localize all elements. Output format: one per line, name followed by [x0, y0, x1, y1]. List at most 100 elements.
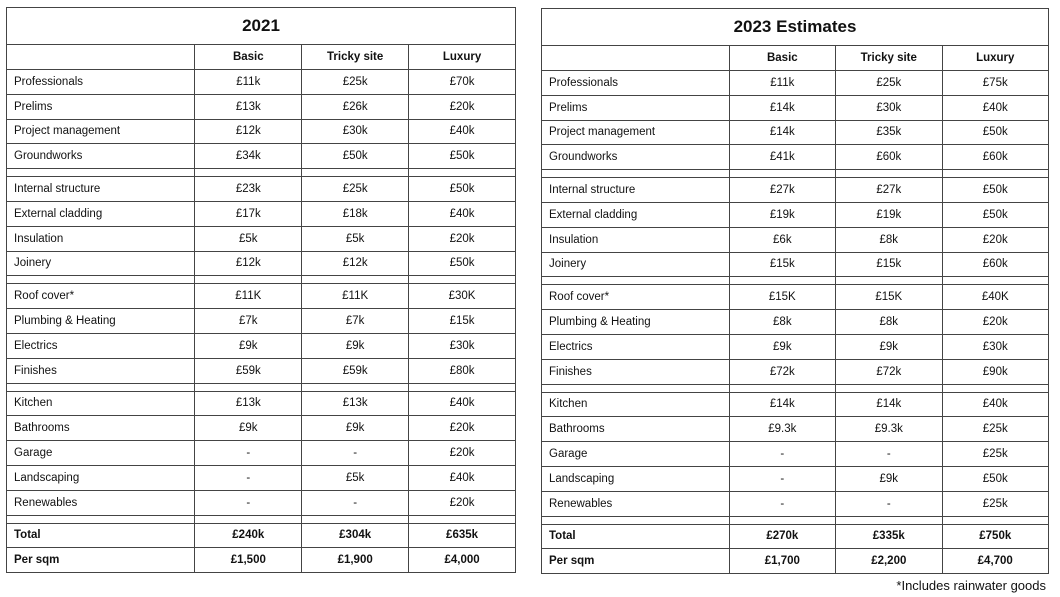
- table-row-joinery: Joinery £12k £12k £50k: [5, 250, 516, 277]
- cell-tricky-site: £9k: [835, 465, 943, 492]
- cell-tricky-site: £50k: [301, 143, 410, 170]
- row-label: Landscaping: [5, 464, 196, 491]
- footnote: *Includes rainwater goods: [896, 578, 1046, 593]
- cell-basic: £14k: [728, 119, 837, 146]
- cell-luxury: £30K: [408, 283, 516, 310]
- cell-tricky-site: £12k: [301, 250, 410, 277]
- row-label: Garage: [5, 440, 196, 466]
- cell-tricky-site: £15k: [835, 251, 943, 278]
- cell-basic: -: [728, 441, 837, 467]
- cell-tricky-site: £14k: [835, 391, 943, 418]
- cell-basic: £11k: [194, 69, 303, 95]
- row-label: Kitchen: [5, 390, 196, 417]
- cell-basic: £14k: [728, 391, 837, 418]
- cell-tricky-site: £8k: [835, 309, 943, 335]
- cell-tricky-site: £27k: [835, 177, 943, 203]
- cell-luxury: £25k: [941, 490, 1050, 517]
- cell-luxury: £25k: [941, 416, 1050, 443]
- column-header-blank: [541, 45, 730, 71]
- table-row-internal-structure: Internal structure £27k £27k £50k: [541, 177, 1050, 203]
- cell-basic: £72k: [728, 358, 837, 385]
- column-header-basic: Basic: [728, 45, 837, 71]
- cell-tricky-site: £9k: [301, 415, 410, 442]
- cell-tricky-site: £8k: [835, 226, 943, 253]
- cell-tricky-site: £25k: [835, 70, 943, 96]
- group-separator: [5, 275, 516, 285]
- cell-luxury: £20k: [408, 440, 516, 466]
- row-label: Professionals: [5, 69, 196, 95]
- cell-basic: £270k: [728, 523, 837, 550]
- table-row-groundworks: Groundworks £34k £50k £50k: [5, 143, 516, 170]
- table-row-bathrooms: Bathrooms £9.3k £9.3k £25k: [541, 416, 1050, 443]
- cell-basic: £9k: [194, 332, 303, 359]
- table-row-total: Total £240k £304k £635k: [5, 522, 516, 549]
- table-row-kitchen: Kitchen £13k £13k £40k: [5, 390, 516, 417]
- cell-basic: £14k: [728, 94, 837, 121]
- row-label: Renewables: [541, 490, 730, 517]
- cell-luxury: £30k: [408, 332, 516, 359]
- cell-basic: £12k: [194, 250, 303, 277]
- row-label: Finishes: [541, 358, 730, 385]
- cell-luxury: £40K: [941, 284, 1050, 311]
- cell-tricky-site: £1,900: [301, 547, 410, 574]
- cell-luxury: £60k: [941, 251, 1050, 278]
- row-label: Per sqm: [541, 548, 730, 575]
- row-label: Joinery: [541, 251, 730, 278]
- cell-basic: £240k: [194, 522, 303, 549]
- table-title: 2021: [6, 7, 516, 45]
- row-label: Joinery: [5, 250, 196, 277]
- cell-tricky-site: £2,200: [835, 548, 943, 575]
- cell-basic: £8k: [728, 309, 837, 335]
- cell-basic: £1,500: [194, 547, 303, 574]
- table-row-external-cladding: External cladding £17k £18k £40k: [5, 200, 516, 227]
- cell-luxury: £60k: [941, 144, 1050, 171]
- cell-tricky-site: -: [301, 440, 410, 466]
- row-label: Total: [541, 523, 730, 550]
- cell-basic: £13k: [194, 93, 303, 120]
- cell-luxury: £40k: [408, 464, 516, 491]
- group-separator: [5, 514, 516, 524]
- group-separator: [5, 168, 516, 178]
- cell-tricky-site: £59k: [301, 357, 410, 384]
- cell-basic: £5k: [194, 225, 303, 252]
- cell-luxury: £50k: [941, 201, 1050, 228]
- group-separator: [541, 383, 1050, 393]
- cell-tricky-site: £60k: [835, 144, 943, 171]
- row-label: Internal structure: [541, 177, 730, 203]
- cell-luxury: £20k: [408, 415, 516, 442]
- cell-basic: -: [728, 490, 837, 517]
- cell-luxury: £15k: [408, 308, 516, 334]
- row-label: Finishes: [5, 357, 196, 384]
- table-row-finishes: Finishes £72k £72k £90k: [541, 358, 1050, 385]
- table-row-renewables: Renewables - - £25k: [541, 490, 1050, 517]
- cell-tricky-site: £9.3k: [835, 416, 943, 443]
- cell-tricky-site: £26k: [301, 93, 410, 120]
- cell-tricky-site: £304k: [301, 522, 410, 549]
- table-row-plumbing-heating: Plumbing & Heating £7k £7k £15k: [5, 308, 516, 334]
- cell-tricky-site: £25k: [301, 69, 410, 95]
- table-row-insulation: Insulation £6k £8k £20k: [541, 226, 1050, 253]
- cell-luxury: £50k: [408, 250, 516, 277]
- cell-tricky-site: £13k: [301, 390, 410, 417]
- cell-luxury: £25k: [941, 441, 1050, 467]
- cell-tricky-site: -: [301, 489, 410, 516]
- cell-luxury: £90k: [941, 358, 1050, 385]
- cell-basic: £9.3k: [728, 416, 837, 443]
- cell-basic: -: [728, 465, 837, 492]
- cell-tricky-site: £335k: [835, 523, 943, 550]
- column-header-luxury: Luxury: [408, 44, 516, 70]
- cell-luxury: £40k: [941, 391, 1050, 418]
- cell-luxury: £20k: [941, 309, 1050, 335]
- cell-basic: £9k: [194, 415, 303, 442]
- table-row-roof-cover: Roof cover* £11K £11K £30K: [5, 283, 516, 310]
- cell-luxury: £50k: [941, 177, 1050, 203]
- cell-tricky-site: -: [835, 441, 943, 467]
- cell-basic: £59k: [194, 357, 303, 384]
- cell-basic: £7k: [194, 308, 303, 334]
- table-row-electrics: Electrics £9k £9k £30k: [5, 332, 516, 359]
- cell-tricky-site: £72k: [835, 358, 943, 385]
- table-row-professionals: Professionals £11k £25k £70k: [5, 69, 516, 95]
- row-label: External cladding: [541, 201, 730, 228]
- table-row-internal-structure: Internal structure £23k £25k £50k: [5, 176, 516, 202]
- row-label: Plumbing & Heating: [541, 309, 730, 335]
